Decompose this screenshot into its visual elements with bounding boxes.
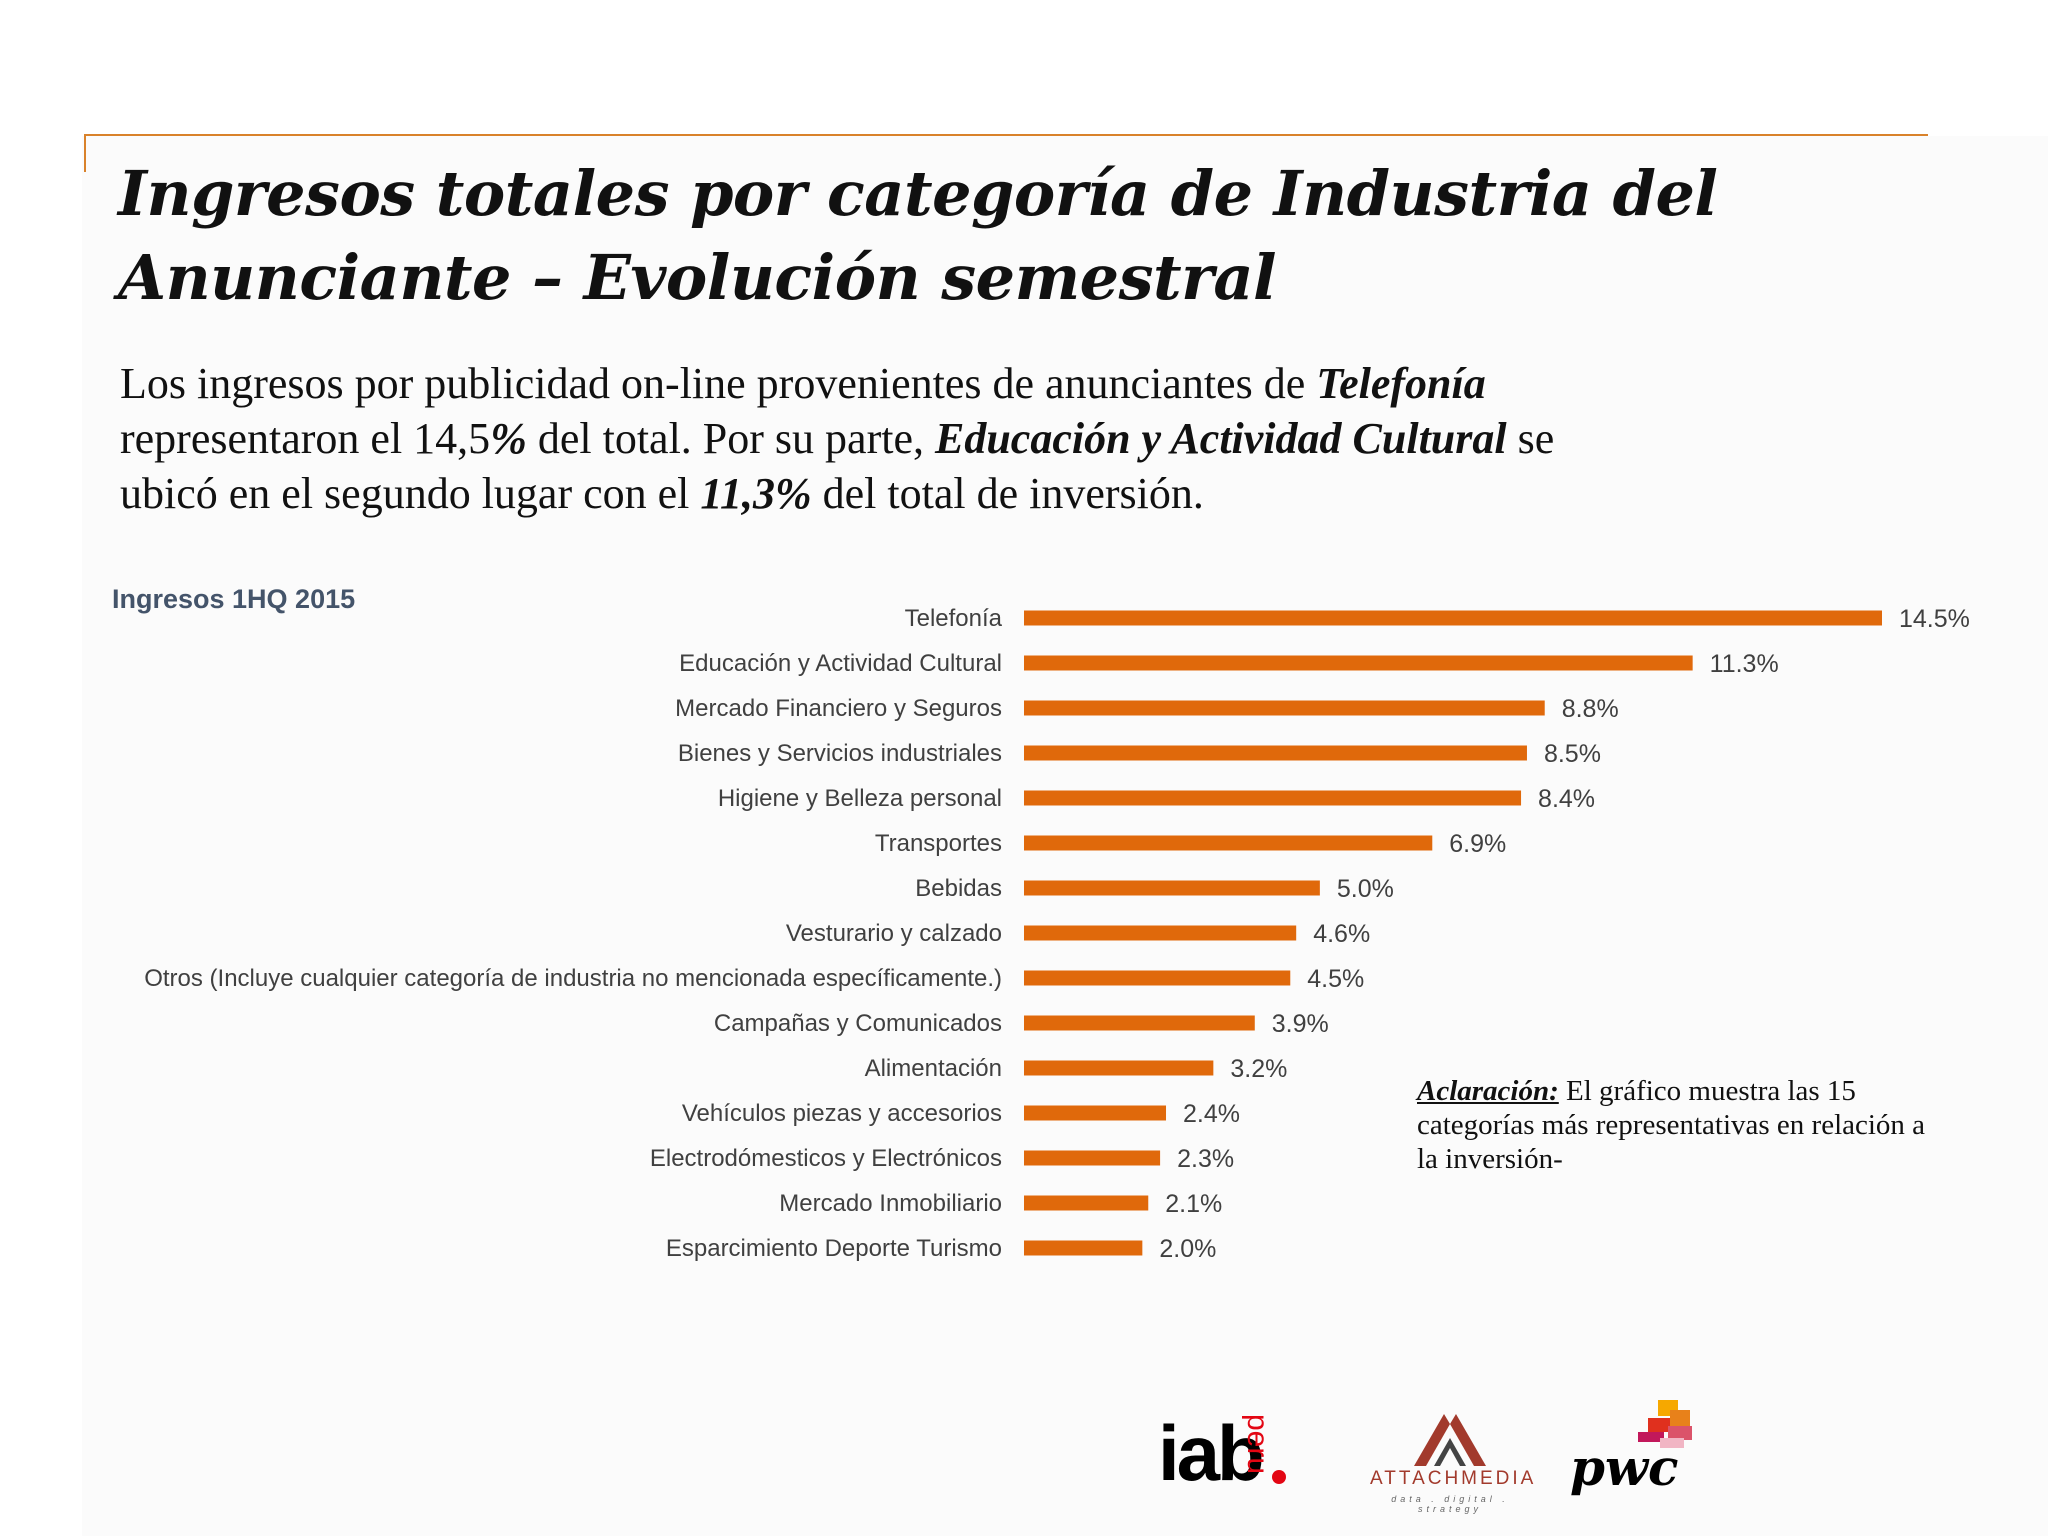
data-label: 4.5% [1307,965,1364,993]
bar [1024,970,1291,986]
page-title: Ingresos totales por categoría de Indust… [118,152,1938,320]
iab-logo-dot [1272,1470,1286,1484]
iab-peru-logo: iab peru [1158,1408,1308,1508]
data-label: 3.9% [1272,1010,1329,1038]
data-label: 8.4% [1538,785,1595,813]
summary-line-2: representaron el 14,5% del total. Por su… [120,411,1940,466]
data-label: 8.8% [1562,695,1619,723]
summary-highlight-educacion: Educación y Actividad Cultural [934,414,1507,463]
data-label: 3.2% [1230,1055,1287,1083]
summary-line-3: ubicó en el segundo lugar con el 11,3% d… [120,466,1940,521]
category-label: Bienes y Servicios industriales [678,740,1002,767]
summary-highlight-percent: % [490,414,527,463]
bar [1024,835,1433,851]
bar [1024,1240,1143,1256]
iab-logo-text: iab [1158,1409,1265,1497]
iab-logo-sub: peru [1241,1414,1274,1475]
category-label: Campañas y Comunicados [714,1010,1002,1037]
category-label: Higiene y Belleza personal [718,785,1002,812]
data-label: 8.5% [1544,740,1601,768]
summary-text-part: se [1506,414,1555,463]
bar-chart: Telefonía 14.5% Educación y Actividad Cult… [144,605,1970,1263]
bar [1024,790,1522,806]
summary-text: Los ingresos por publicidad on-line prov… [120,356,1940,521]
summary-line-1: Los ingresos por publicidad on-line prov… [120,356,1940,411]
summary-text-part: del total. Por su parte, [526,414,935,463]
category-label: Vehículos piezas y accesorios [682,1100,1002,1127]
data-label: 14.5% [1899,605,1970,633]
data-label: 2.3% [1177,1145,1234,1173]
bar [1024,700,1545,716]
pwc-logo: pwc [1570,1400,1710,1510]
note-text: El gráfico muestra las 15 categorías más… [1417,1075,1926,1175]
data-label: 6.9% [1449,830,1506,858]
title-line-2: Anunciante – Evolución semestral [118,241,1277,314]
data-label: 2.1% [1165,1190,1222,1218]
pwc-blocks-icon [1638,1400,1692,1448]
header-area [0,0,2048,136]
bar [1024,1195,1149,1211]
chart-note: Aclaración: El gráfico muestra las 15 ca… [1417,1074,1937,1176]
category-label: Mercado Inmobiliario [779,1190,1002,1217]
attachmedia-mark-icon [1414,1414,1486,1466]
bar [1024,1015,1255,1031]
bar [1024,655,1693,671]
category-label: Bebidas [915,875,1002,902]
summary-text-part: representaron el 14,5 [120,414,491,463]
summary-text-part: Los ingresos por publicidad on-line prov… [120,359,1317,408]
attachmedia-logo-text: ATTACHMEDIA [1370,1468,1537,1489]
category-label: Educación y Actividad Cultural [679,650,1002,677]
title-rule [84,134,1928,136]
data-label: 2.0% [1159,1235,1216,1263]
bar [1024,1150,1161,1166]
title-rule-tick [84,134,86,172]
data-label: 5.0% [1337,875,1394,903]
bar [1024,880,1320,896]
bar [1024,745,1527,761]
summary-text-part: ubicó en el segundo lugar con el [120,469,701,518]
category-label: Otros (Incluye cualquier categoría de in… [144,965,1002,992]
category-label: Vesturario y calzado [786,920,1002,947]
left-margin [0,0,82,1536]
note-label: Aclaración: [1417,1075,1559,1107]
chart-title: Ingresos 1HQ 2015 [112,584,356,614]
category-label: Alimentación [865,1055,1002,1082]
category-label: Mercado Financiero y Seguros [675,695,1002,722]
category-label: Electrodómesticos y Electrónicos [650,1145,1002,1172]
summary-text-part: del total de inversión. [811,469,1204,518]
summary-highlight-share: 11,3% [700,469,812,518]
category-label: Esparcimiento Deporte Turismo [666,1235,1002,1262]
category-label: Transportes [875,830,1002,857]
summary-highlight-telefonia: Telefonía [1316,359,1486,408]
bar [1024,610,1882,626]
bar [1024,925,1297,941]
category-label: Telefonía [905,605,1003,632]
bar [1024,1105,1167,1121]
data-label: 4.6% [1313,920,1370,948]
attachmedia-tagline: data . digital . strategy [1391,1494,1509,1514]
bar [1024,1060,1214,1076]
data-label: 11.3% [1710,650,1779,678]
pwc-logo-text: pwc [1570,1438,1679,1497]
title-line-1: Ingresos totales por categoría de Indust… [118,157,1718,230]
data-label: 2.4% [1183,1100,1240,1128]
attachmedia-logo: ATTACHMEDIA data . digital . strategy [1370,1410,1537,1514]
